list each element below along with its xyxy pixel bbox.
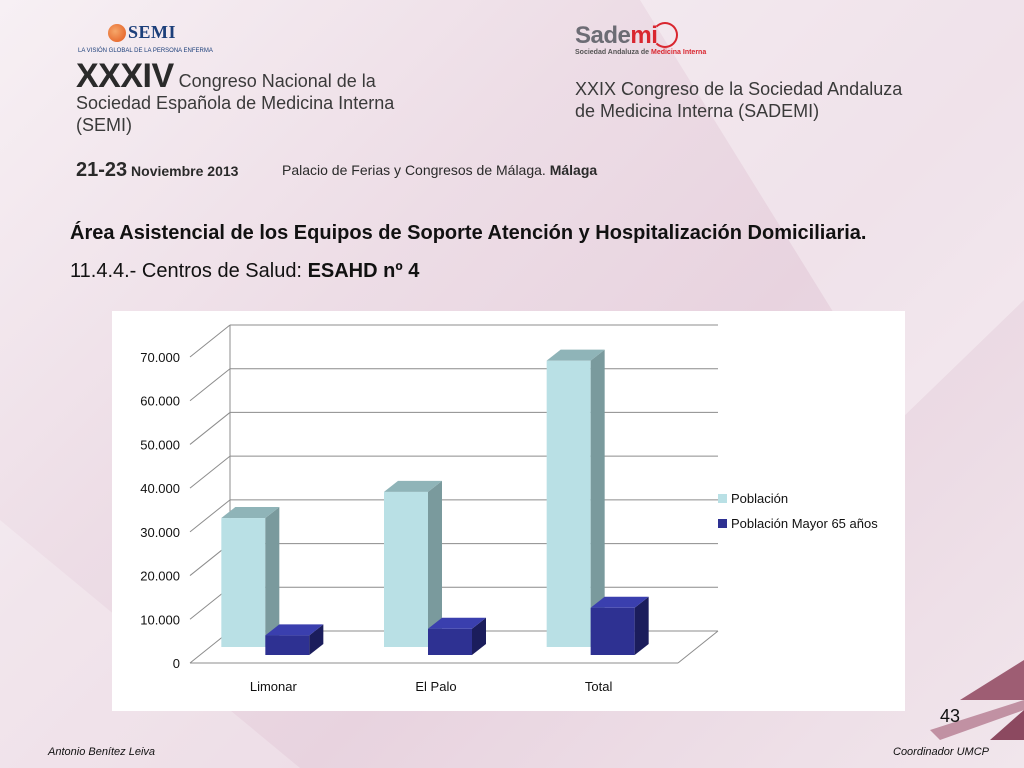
congress-number: XXXIV — [76, 57, 174, 95]
slide-title: Área Asistencial de los Equipos de Sopor… — [70, 222, 867, 244]
bar-chart: 0 10.000 20.000 30.000 40.000 50.000 60.000 70.… — [112, 311, 905, 711]
congress-month: Noviembre 2013 — [127, 163, 239, 179]
slide-subtitle-b: ESAHD nº 4 — [307, 260, 420, 282]
sademi-logo-word: Sademi — [575, 22, 658, 50]
legend-swatch — [718, 519, 727, 528]
y-tick-label: 50.000 — [140, 437, 180, 452]
sademi-logo-tagline: Sociedad Andaluza de Medicina Interna — [575, 49, 706, 56]
semi-logo-tagline: LA VISIÓN GLOBAL DE LA PERSONA ENFERMA — [78, 48, 213, 54]
bar-side-1-0 — [309, 624, 324, 655]
footer-author: Antonio Benítez Leiva — [48, 746, 156, 758]
gridline-side — [189, 412, 231, 445]
congress-days: 21-23 — [76, 159, 128, 181]
bar-side-1-1 — [472, 617, 486, 655]
bar-0-0 — [221, 518, 266, 647]
y-tick-label: 0 — [173, 656, 180, 671]
bar-chart-svg: 0 10.000 20.000 30.000 40.000 50.000 60.000 70.… — [140, 324, 878, 694]
x-tick-label: Limonar — [250, 679, 298, 694]
gridline-side — [189, 455, 231, 489]
congress-venue: Palacio de Ferias y Congresos de Málaga.… — [282, 162, 597, 178]
legend-label: Población — [731, 491, 788, 506]
legend-swatch — [718, 494, 727, 503]
bar-1-2 — [590, 607, 635, 655]
congress-venue-city: Málaga — [549, 162, 598, 178]
congress-header-left: XXXIV Congreso Nacional de la Sociedad E… — [76, 59, 546, 136]
bar-0-2 — [546, 360, 591, 647]
x-tick-label: Total — [585, 679, 613, 694]
y-tick-label: 70.000 — [140, 350, 180, 365]
bar-top-0-2 — [546, 349, 605, 361]
bar-1-0 — [265, 635, 310, 655]
semi-logo-mark — [108, 24, 126, 42]
congress-header-right: XXIX Congreso de la Sociedad Andaluza de… — [575, 78, 995, 122]
bar-top-1-0 — [265, 624, 324, 636]
slide-subtitle-a: 11.4.4.- Centros de Salud: — [70, 260, 308, 282]
congress-line2: Sociedad Española de Medicina Interna — [76, 93, 395, 113]
gridline-side — [189, 368, 231, 402]
bar-top-1-2 — [590, 596, 649, 608]
sademi-congress-line1: XXIX Congreso de la Sociedad Andaluza — [575, 79, 903, 99]
semi-logo: SEMI LA VISIÓN GLOBAL DE LA PERSONA ENFE… — [78, 22, 213, 58]
bar-side-0-2 — [590, 349, 605, 647]
y-tick-label: 30.000 — [140, 525, 180, 540]
sademi-congress-line2: de Medicina Interna (SADEMI) — [575, 101, 820, 121]
congress-line3: (SEMI) — [76, 115, 132, 135]
gridline-side — [189, 324, 231, 358]
sademi-logo: Sademi Sociedad Andaluza de Medicina Int… — [575, 22, 725, 58]
congress-line1: Congreso Nacional de la — [173, 71, 376, 91]
y-tick-label: 40.000 — [140, 481, 180, 496]
y-tick-label: 10.000 — [140, 612, 180, 627]
page-number: 43 — [940, 706, 961, 726]
semi-logo-word: SEMI — [128, 22, 177, 42]
y-tick-label: 20.000 — [140, 569, 180, 584]
congress-venue-name: Palacio de Ferias y Congresos de Málaga. — [282, 162, 550, 178]
footer-role: Coordinador UMCP — [893, 746, 989, 758]
sademi-logo-ring — [652, 22, 678, 48]
bar-side-1-2 — [634, 596, 649, 655]
bar-top-0-0 — [221, 507, 280, 519]
sademi-tag-a: Sociedad Andaluza de — [575, 49, 651, 56]
congress-dateline: 21-23 Noviembre 2013 Palacio de Ferias y… — [76, 159, 597, 182]
gridline-side — [189, 499, 231, 533]
bar-top-0-1 — [384, 480, 442, 492]
bar-top-1-1 — [428, 617, 486, 629]
slide-subtitle: 11.4.4.- Centros de Salud: ESAHD nº 4 — [70, 260, 419, 283]
sademi-logo-word-a: Sade — [575, 22, 631, 49]
floor-side-edge — [677, 630, 719, 664]
bar-side-0-1 — [428, 480, 442, 647]
bar-side-0-0 — [265, 507, 280, 647]
x-tick-label: El Palo — [415, 679, 456, 694]
sademi-tag-b: Medicina Interna — [650, 49, 707, 56]
legend-label: Población Mayor 65 años — [731, 516, 878, 531]
y-tick-label: 60.000 — [140, 394, 180, 409]
bar-1-1 — [428, 628, 472, 655]
bar-0-1 — [384, 491, 428, 647]
